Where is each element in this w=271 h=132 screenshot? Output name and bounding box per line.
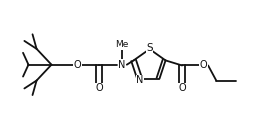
Text: O: O	[200, 60, 208, 70]
Text: S: S	[146, 43, 153, 53]
Text: N: N	[118, 60, 126, 70]
Text: O: O	[178, 83, 186, 93]
Text: Me: Me	[115, 40, 129, 49]
Text: O: O	[73, 60, 81, 70]
Text: N: N	[136, 75, 143, 85]
Text: O: O	[95, 83, 103, 93]
